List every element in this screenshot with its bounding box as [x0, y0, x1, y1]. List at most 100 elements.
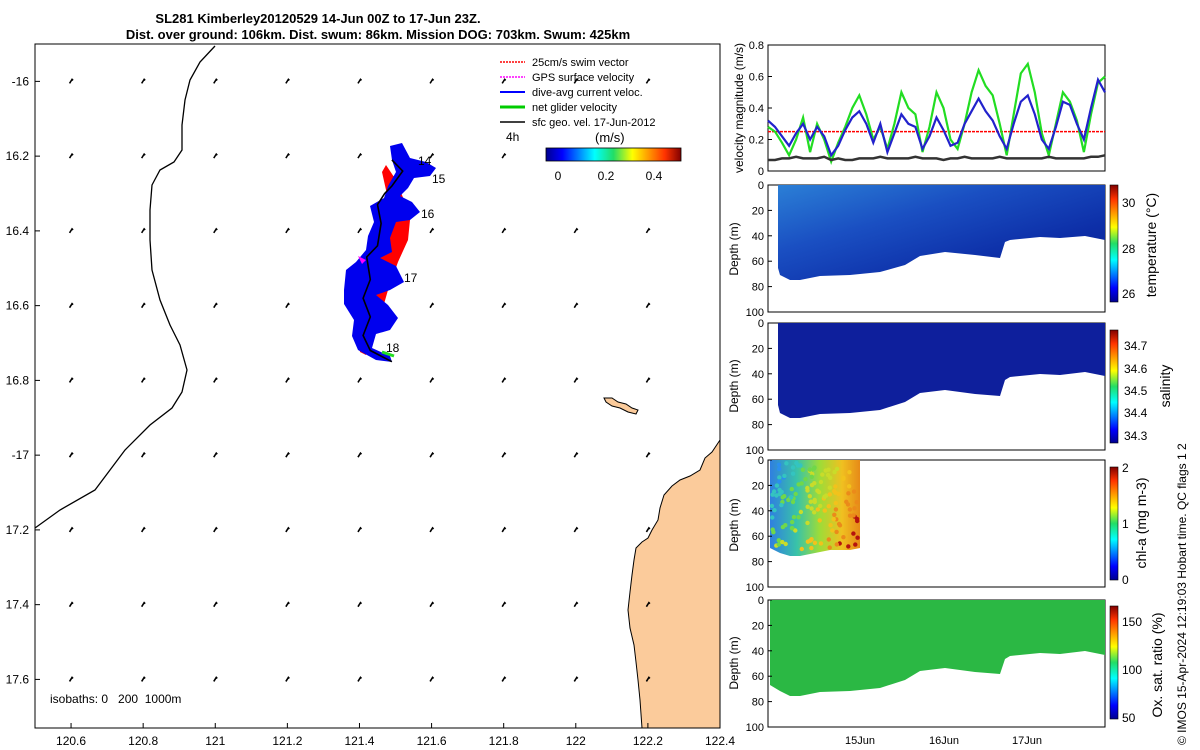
map-panel: 14 15 16 17 18 isobaths: 0 200 1000m 25c…	[6, 43, 735, 748]
map-xtick-label: 120.6	[56, 734, 86, 748]
chl-sample-dot	[776, 462, 782, 467]
section-ytick-label: 20	[752, 343, 764, 355]
section-ytick-label: 40	[752, 231, 764, 243]
chl-sample-dot	[818, 479, 824, 485]
chl-sample-dot	[832, 469, 837, 475]
salinity-ylabel: Depth (m)	[727, 359, 741, 412]
section-ytick-label: 60	[752, 394, 764, 406]
velocity-arrow	[645, 676, 651, 682]
velocity-arrow	[645, 451, 651, 458]
chl-sample-dot	[789, 525, 795, 531]
chl-sample-dot	[800, 467, 806, 472]
chl-sample-dot	[824, 493, 829, 498]
temperature-panel: 0 20 40 60 80 100 Depth (m) 30 28 26 temperat…	[727, 180, 1159, 319]
chl-sample-dot	[820, 472, 825, 477]
temperature-colorbar	[1109, 184, 1119, 303]
chlorophyll-colorbar	[1109, 466, 1119, 581]
velocity-arrow	[140, 451, 146, 458]
temperature-cb-label: temperature (°C)	[1143, 193, 1159, 297]
chl-sample-dot	[841, 476, 846, 481]
map-background	[35, 44, 720, 728]
chl-sample-dot	[777, 475, 782, 480]
chl-sample-dot	[811, 466, 817, 471]
chl-sample-dot	[833, 507, 839, 512]
chl-sample-dot	[805, 520, 810, 526]
velocity-arrow	[357, 526, 363, 533]
velocity-arrow	[285, 601, 290, 608]
velocity-ylabel: velocity magnitude (m/s)	[732, 43, 746, 173]
velocity-arrow	[68, 451, 74, 458]
oxygen-colorbar	[1109, 605, 1119, 720]
map-ytick-label: -17	[12, 448, 30, 462]
chl-sample-dot	[828, 475, 833, 480]
section-ytick-label: 80	[752, 282, 764, 294]
chlorophyll-panel: 0 20 40 60 80 100 Depth (m) 2 1 0 chl-a (mg m…	[727, 455, 1149, 594]
velocity-arrow	[213, 451, 218, 458]
velocity-arrow	[573, 377, 579, 383]
salinity-cb-tick-2: 34.5	[1124, 384, 1148, 398]
velocity-arrow	[573, 302, 579, 309]
chl-sample-dot	[805, 504, 810, 509]
chl-sample-dot	[789, 486, 794, 492]
chlorophyll-cb-label: chl-a (mg m-3)	[1133, 477, 1149, 568]
velocity-arrow	[285, 451, 290, 458]
oxygen-panel: 0 20 40 60 80 100 Depth (m) 150 100 50 Ox. sa…	[727, 595, 1165, 747]
map-xtick-label: 121.2	[272, 734, 302, 748]
chl-sample-dot	[854, 500, 859, 505]
velocity-arrow	[285, 377, 290, 383]
chl-sample-dot	[834, 466, 840, 472]
chlorophyll-ylabel: Depth (m)	[727, 498, 741, 551]
section-ytick-label: 40	[752, 369, 764, 381]
chl-sample-dot	[832, 489, 837, 494]
section-ytick-label: 100	[746, 307, 764, 319]
chl-sample-dot	[808, 499, 813, 504]
chl-sample-dot	[790, 519, 795, 525]
velocity-arrow	[429, 601, 435, 608]
velocity-arrow	[429, 676, 435, 682]
chl-sample-dot	[817, 518, 822, 523]
velocity-panel: 0 0.2 0.4 0.6 0.8 velocity magnitude (m/s)	[732, 40, 1106, 178]
velocity-arrow	[213, 601, 218, 608]
velocity-series-line	[767, 61, 1106, 165]
velocity-arrow	[573, 78, 579, 84]
velocity-arrow	[213, 676, 218, 682]
velocity-arrow	[429, 526, 435, 533]
chl-sample-dot	[793, 491, 798, 497]
chl-sample-dot	[827, 545, 832, 550]
title-line-1: SL281 Kimberley20120529 14-Jun 00Z to 17…	[155, 11, 480, 26]
velocity-arrow	[501, 302, 507, 309]
velocity-arrow	[645, 526, 651, 533]
velocity-arrow	[285, 302, 290, 309]
chl-sample-dot	[818, 541, 824, 546]
chl-sample-dot	[852, 506, 857, 511]
velocity-series	[767, 61, 1106, 165]
map-colorbar	[545, 147, 682, 162]
velocity-arrow	[573, 526, 579, 533]
chl-sample-dot	[776, 466, 782, 472]
section-ytick-label: 20	[752, 205, 764, 217]
velocity-arrow	[429, 377, 435, 383]
footer-credit: © IMOS 15-Apr-2024 12:19:03 Hobart time.…	[1175, 443, 1189, 745]
chl-sample-dot	[794, 460, 799, 466]
chl-sample-dot	[782, 494, 787, 499]
chlorophyll-cb-tick-2: 0	[1122, 573, 1129, 587]
salinity-field	[778, 323, 1105, 418]
velocity-arrow	[285, 78, 290, 84]
velocity-arrow	[140, 377, 146, 383]
velocity-arrow	[213, 152, 218, 159]
chl-sample-dot	[847, 470, 852, 475]
velocity-arrow	[429, 152, 435, 159]
chl-sample-dot	[774, 493, 779, 498]
velocity-arrow	[357, 227, 363, 234]
section-ytick-label: 60	[752, 256, 764, 268]
legend-dive: dive-avg current veloc.	[532, 87, 643, 99]
map-xtick-label: 121.4	[344, 734, 374, 748]
chl-sample-dot	[796, 515, 801, 520]
section-ytick-label: 20	[752, 620, 764, 632]
salinity-panel: 0 20 40 60 80 100 Depth (m) 34.7 34.6 34.5 34…	[727, 318, 1173, 457]
map-y-axis: -16 16.2 16.4 16.6 16.8 -17 17.2 17.4 17.6	[6, 74, 40, 686]
chl-sample-dot	[809, 482, 815, 488]
velocity-arrow	[68, 601, 74, 608]
chl-sample-dot	[855, 518, 860, 524]
